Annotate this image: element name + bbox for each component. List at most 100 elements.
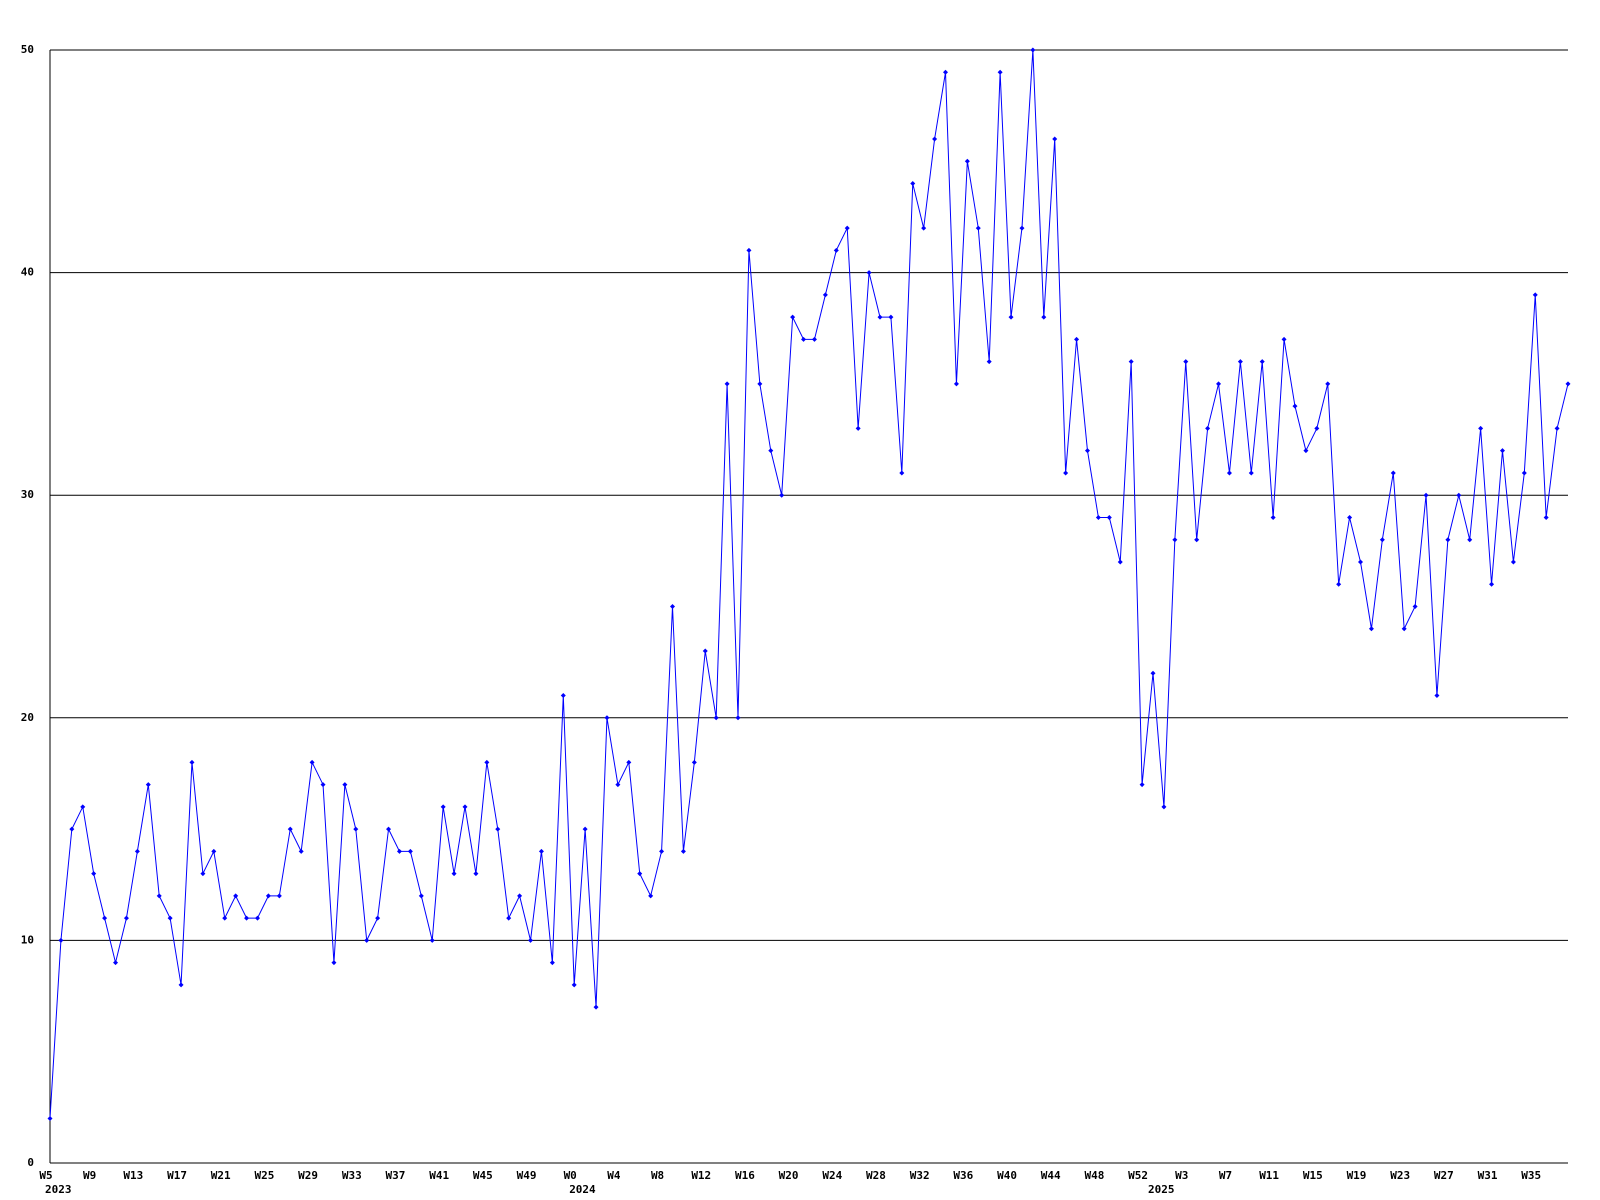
data-point — [265, 893, 271, 899]
data-point — [178, 982, 184, 988]
data-point — [1095, 514, 1101, 520]
data-point — [593, 1004, 599, 1010]
data-point — [1358, 559, 1364, 565]
data-point — [538, 848, 544, 854]
year-label: 2024 — [569, 1183, 596, 1196]
data-point — [659, 848, 665, 854]
data-point — [1084, 448, 1090, 454]
data-point — [484, 759, 490, 765]
x-tick-label: W48 — [1084, 1169, 1104, 1182]
x-tick-label: W32 — [910, 1169, 930, 1182]
data-point — [407, 848, 413, 854]
data-point — [1292, 403, 1298, 409]
data-point — [1390, 470, 1396, 476]
data-point — [386, 826, 392, 832]
x-tick-label: W33 — [342, 1169, 362, 1182]
x-tick-label: W36 — [953, 1169, 973, 1182]
data-point — [953, 381, 959, 387]
data-point — [1106, 514, 1112, 520]
data-point — [156, 893, 162, 899]
data-point — [1259, 359, 1265, 365]
data-point — [123, 915, 129, 921]
data-point — [1412, 604, 1418, 609]
data-point — [320, 782, 326, 788]
data-point — [451, 871, 457, 877]
year-label: 2025 — [1148, 1183, 1175, 1196]
data-point — [1041, 314, 1047, 320]
data-point — [604, 715, 610, 721]
data-point — [964, 158, 970, 164]
data-line — [49, 49, 1569, 1119]
data-point — [353, 826, 359, 832]
data-point — [309, 759, 315, 765]
data-point — [735, 715, 741, 721]
data-point — [997, 69, 1003, 75]
data-point — [768, 448, 774, 454]
data-point — [1281, 336, 1287, 342]
data-point — [866, 270, 872, 276]
x-tick-label: W40 — [997, 1169, 1017, 1182]
data-point — [506, 915, 512, 921]
data-point — [975, 225, 981, 231]
x-tick-label: W9 — [83, 1169, 96, 1182]
data-point — [1347, 514, 1353, 520]
data-point — [1445, 537, 1451, 543]
data-point — [517, 893, 523, 899]
data-point — [440, 804, 446, 810]
data-point — [1314, 425, 1320, 431]
data-point — [1532, 292, 1538, 298]
data-point — [69, 826, 75, 832]
data-point — [1205, 425, 1211, 431]
data-point — [943, 69, 949, 75]
y-tick-label: 0 — [27, 1156, 34, 1169]
data-point — [1030, 47, 1036, 53]
x-tick-label: W44 — [1041, 1169, 1061, 1182]
y-tick-label: 10 — [21, 933, 34, 946]
data-point — [342, 782, 348, 788]
x-tick-label: W19 — [1347, 1169, 1367, 1182]
data-point — [921, 225, 927, 231]
data-point — [1052, 136, 1058, 142]
data-point — [1019, 225, 1025, 231]
x-tick-label: W27 — [1434, 1169, 1454, 1182]
x-tick-label: W37 — [386, 1169, 406, 1182]
data-point — [1216, 381, 1222, 387]
data-point — [1325, 381, 1331, 387]
x-tick-label: W17 — [167, 1169, 187, 1182]
data-point — [899, 470, 905, 476]
x-tick-label: W16 — [735, 1169, 755, 1182]
x-tick-label: W29 — [298, 1169, 318, 1182]
x-tick-label: W45 — [473, 1169, 493, 1182]
y-tick-label: 30 — [21, 488, 34, 501]
data-point — [877, 314, 883, 320]
data-point — [396, 848, 402, 854]
data-point — [1489, 581, 1495, 587]
data-point — [1336, 581, 1342, 587]
data-point — [1150, 670, 1156, 676]
data-point — [1499, 448, 1505, 454]
x-tick-label: W8 — [651, 1169, 664, 1182]
x-tick-label: W20 — [779, 1169, 799, 1182]
data-point — [233, 893, 239, 899]
data-point — [833, 247, 839, 253]
data-point — [1063, 470, 1069, 476]
data-point — [211, 848, 217, 854]
data-point — [571, 982, 577, 988]
data-point — [1565, 381, 1571, 387]
data-point — [549, 960, 555, 966]
x-tick-label: W4 — [607, 1169, 621, 1182]
data-point — [58, 937, 64, 943]
x-tick-label: W0 — [564, 1169, 577, 1182]
x-tick-label: W3 — [1175, 1169, 1188, 1182]
data-point — [648, 893, 654, 899]
x-tick-label: W21 — [211, 1169, 231, 1182]
x-tick-label: W15 — [1303, 1169, 1323, 1182]
x-tick-label: W52 — [1128, 1169, 1148, 1182]
data-point — [1401, 626, 1407, 632]
data-point — [287, 826, 293, 832]
data-point — [91, 871, 97, 877]
data-point — [1379, 537, 1385, 543]
x-tick-label: W28 — [866, 1169, 886, 1182]
data-point — [375, 915, 381, 921]
data-point — [1434, 693, 1440, 699]
